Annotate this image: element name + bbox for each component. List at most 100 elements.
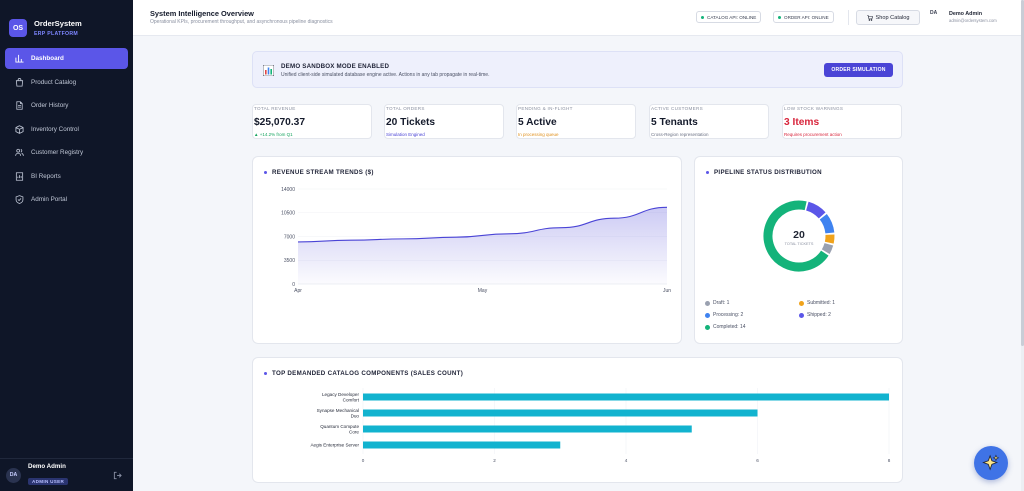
page-subtitle: Operational KPIs, procurement throughput… [150,19,333,25]
sidebar-item-bi-reports[interactable]: BI Reports [5,166,128,187]
bar[interactable] [363,393,889,401]
y-tick-label: 14000 [281,187,295,193]
kpi-value: 3 Items [784,117,820,128]
kpi-note: Requires procurement action [784,132,842,137]
sidebar: OS OrderSystem ERP PLATFORM Dashboard Pro… [0,0,133,491]
logout-icon[interactable] [113,471,122,480]
kpi-note: ▲ +14.2% from Q1 [254,132,293,137]
y-tick-label: 3500 [284,258,295,264]
sidebar-user-name: Demo Admin [28,462,66,470]
donut-slice-completed[interactable] [763,200,829,272]
document-icon [15,101,24,110]
bag-icon [15,77,24,87]
legend-label: Draft: 1 [713,300,730,306]
sidebar-item-customer-registry[interactable]: Customer Registry [5,142,128,163]
brand-subtitle: ERP PLATFORM [34,31,79,37]
kpi-note: Simulation Engined [386,132,425,137]
legend-item[interactable]: Completed: 14 [705,324,746,330]
bar[interactable] [363,425,692,433]
legend-item[interactable]: Draft: 1 [705,300,729,306]
role-badge: ADMIN USER [28,477,69,485]
divider [848,10,849,25]
brand-name: OrderSystem [34,19,82,28]
kpi-label: PENDING & IN-FLIGHT [518,106,573,111]
bullet-icon [264,171,267,174]
avatar[interactable]: DA [930,10,938,16]
category-label: Quantum Compute [320,424,359,429]
sidebar-item-inventory-control[interactable]: Inventory Control [5,119,128,140]
kpi-card: TOTAL ORDERS 20 Tickets Simulation Engined [384,104,504,139]
x-tick-label: May [478,288,488,294]
category-label: Core [349,429,359,434]
bar[interactable] [363,441,561,449]
avatar[interactable]: DA [6,467,21,483]
x-tick-label: Jun [663,288,671,294]
legend-item[interactable]: Processing: 2 [705,312,743,318]
status-dot-icon [778,15,781,19]
sidebar-item-dashboard[interactable]: Dashboard [5,48,128,69]
catalog-api-status: CATALOG API: ONLINE [696,11,762,23]
donut-slice-submitted[interactable] [824,234,835,244]
category-label: Duo [351,413,360,418]
bullet-icon [706,171,709,174]
sidebar-item-order-history[interactable]: Order History [5,95,128,116]
order-api-status: ORDER API: ONLINE [773,11,834,23]
x-tick-label: 0 [362,458,365,463]
x-tick-label: 4 [625,458,628,463]
revenue-card-title: REVENUE STREAM TRENDS ($) [264,169,374,176]
users-icon [15,148,24,157]
revenue-title-text: REVENUE STREAM TRENDS ($) [272,169,374,176]
kpi-card: PENDING & IN-FLIGHT 5 Active In processing… [516,104,636,139]
donut-total: 20 [793,229,805,241]
donut-slice-processing[interactable] [819,213,835,234]
x-tick-label: 8 [888,458,891,463]
kpi-note: Cross-Region representation [651,132,709,137]
shop-catalog-label: Shop Catalog [875,14,910,21]
pipeline-card-title: PIPELINE STATUS DISTRIBUTION [706,169,822,176]
user-name: Demo Admin [949,11,983,17]
status-dot-icon [701,15,704,19]
components-card: TOP DEMANDED CATALOG COMPONENTS (SALES C… [252,357,903,483]
bar[interactable] [363,409,758,417]
components-card-title: TOP DEMANDED CATALOG COMPONENTS (SALES C… [264,370,463,377]
assistant-button[interactable] [974,446,1008,480]
catalog-api-label: CATALOG API: ONLINE [707,14,757,20]
x-tick-label: 6 [756,458,759,463]
sidebar-item-label: Product Catalog [31,78,77,86]
x-tick-label: Apr [294,288,302,294]
box-icon [15,124,24,134]
kpi-card: LOW STOCK WARNINGS 3 Items Requires procur… [782,104,902,139]
donut-slice-draft[interactable] [821,242,834,254]
sidebar-item-label: Admin Portal [31,196,68,203]
category-label: Synapse Mechanical [317,408,359,413]
kpi-label: TOTAL REVENUE [254,106,296,111]
sidebar-nav: Dashboard Product Catalog Order History Inv… [0,48,133,210]
kpi-value: 5 Active [518,117,557,128]
category-label: Comfort [343,397,360,402]
scrollbar[interactable] [1021,0,1024,491]
banner-title: DEMO SANDBOX MODE ENABLED [281,63,390,70]
kpi-label: ACTIVE CUSTOMERS [651,106,703,111]
shop-catalog-button[interactable]: Shop Catalog [856,10,920,25]
brand[interactable]: OS OrderSystem ERP PLATFORM [0,0,133,44]
chart-icon [263,65,274,76]
order-api-label: ORDER API: ONLINE [784,14,829,20]
sidebar-item-label: Customer Registry [31,149,84,156]
revenue-card: REVENUE STREAM TRENDS ($) 14000 10500 7000… [252,156,682,344]
legend-item[interactable]: Shipped: 2 [799,312,831,318]
kpi-note: In processing queue [518,132,559,137]
sidebar-item-product-catalog[interactable]: Product Catalog [5,72,128,93]
kpi-card: ACTIVE CUSTOMERS 5 Tenants Cross-Region re… [649,104,769,139]
donut-total-label: TOTAL TICKETS [785,242,814,246]
scrollbar-thumb[interactable] [1021,0,1024,346]
legend-swatch [705,312,710,318]
legend-item[interactable]: Submitted: 1 [799,300,835,306]
legend-swatch [799,312,804,318]
category-label: Aegis Enterprise Server [310,443,359,448]
sidebar-item-label: BI Reports [31,172,61,180]
components-title-text: TOP DEMANDED CATALOG COMPONENTS (SALES C… [272,370,464,377]
donut-slice-shipped[interactable] [805,201,826,219]
sidebar-item-admin-portal[interactable]: Admin Portal [5,189,128,210]
order-simulation-button[interactable]: ORDER SIMULATION [824,63,893,77]
